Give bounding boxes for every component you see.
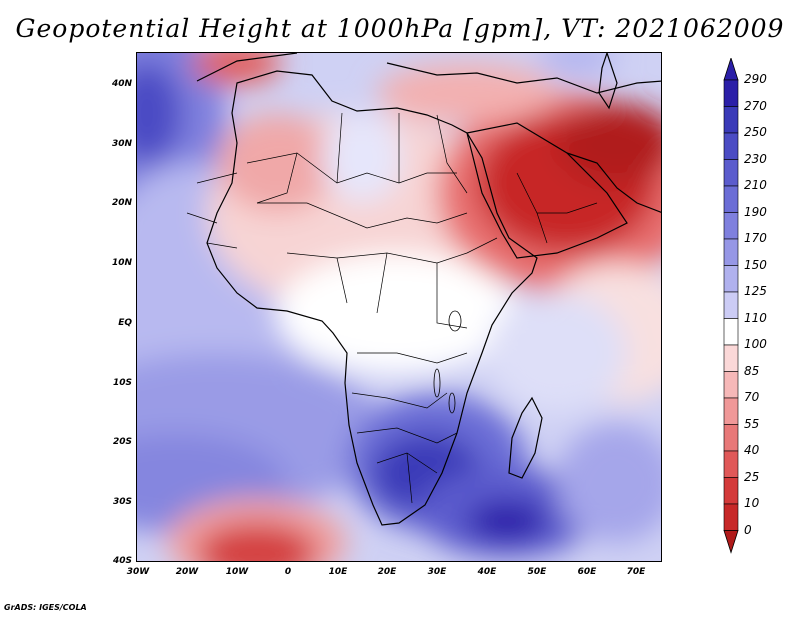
colorbar-label: 190 [744, 204, 767, 219]
colorbar-segment [723, 371, 739, 399]
map-canvas [137, 53, 661, 561]
colorbar-label: 210 [744, 178, 767, 192]
lat-label: 40S [112, 556, 132, 566]
lat-label: 10S [112, 378, 132, 388]
height-field [137, 53, 661, 561]
colorbar-segment [723, 159, 739, 187]
lat-label: 20S [112, 437, 132, 447]
africa-coast [206, 70, 538, 526]
colorbar-segment [723, 132, 739, 160]
colorbar-label: 170 [744, 231, 767, 245]
colorbar-label: 10 [744, 496, 760, 510]
footer-credit: GrADS: IGES/COLA [4, 603, 87, 612]
lat-label: 30N [111, 139, 132, 149]
arabia-coast [466, 122, 628, 259]
lon-label: 10W [225, 567, 249, 577]
colorbar-segment [723, 106, 739, 134]
colorbar-segment [723, 450, 739, 478]
colorbar-label: 85 [744, 363, 760, 378]
colorbar-segment [723, 79, 739, 107]
colorbar-label: 55 [744, 416, 760, 431]
lat-label: 20N [111, 198, 132, 208]
colorbar-label: 40 [744, 443, 760, 457]
colorbar-segment [723, 344, 739, 372]
lakes [433, 310, 462, 414]
colorbar-segment [723, 212, 739, 240]
caspian-sea [598, 53, 618, 110]
colorbar-label: 0 [744, 522, 752, 537]
colorbar-label: 290 [744, 72, 767, 86]
lon-label: 0 [284, 567, 292, 577]
gulf-coast [566, 152, 661, 213]
colorbar-label: 100 [744, 337, 767, 351]
colorbar-segment [723, 265, 739, 293]
country-borders [186, 112, 598, 504]
colorbar-bottom-arrow [723, 530, 739, 554]
colorbar-segment [723, 185, 739, 213]
colorbar-segment [723, 291, 739, 319]
lon-label: 50E [527, 567, 547, 577]
lon-label: 30W [126, 567, 150, 577]
lat-label: 10N [111, 258, 132, 268]
map-plot-area [136, 52, 662, 562]
lat-label: 40N [111, 79, 132, 89]
lon-label: 20E [377, 567, 397, 577]
colorbar-segment [723, 477, 739, 505]
colorbar-label: 110 [744, 310, 767, 325]
madagascar [508, 396, 543, 479]
colorbar-segment [723, 318, 739, 346]
colorbar-segment [723, 397, 739, 425]
lon-label: 70E [626, 567, 646, 577]
chart-title: Geopotential Height at 1000hPa [gpm], VT… [15, 14, 785, 43]
colorbar-label: 270 [744, 98, 767, 113]
lon-label: 10E [328, 567, 348, 577]
colorbar-label: 25 [744, 469, 760, 484]
colorbar-segment [723, 503, 739, 531]
lon-label: 60E [577, 567, 597, 577]
colorbar-label: 150 [744, 257, 767, 272]
colorbar-label: 250 [744, 125, 767, 139]
colorbar [723, 58, 739, 554]
colorbar-label: 230 [744, 151, 767, 166]
lon-label: 20W [175, 567, 199, 577]
colorbar-label: 125 [744, 284, 767, 298]
lon-label: 30E [427, 567, 447, 577]
coastlines [196, 53, 661, 526]
colorbar-segment [723, 238, 739, 266]
lat-label: 30S [112, 497, 132, 507]
lat-label: EQ [118, 318, 132, 328]
colorbar-segment [723, 424, 739, 452]
lon-label: 40E [477, 567, 497, 577]
colorbar-label: 70 [744, 390, 760, 404]
europe-coast [196, 53, 661, 94]
colorbar-top-arrow [723, 58, 739, 81]
